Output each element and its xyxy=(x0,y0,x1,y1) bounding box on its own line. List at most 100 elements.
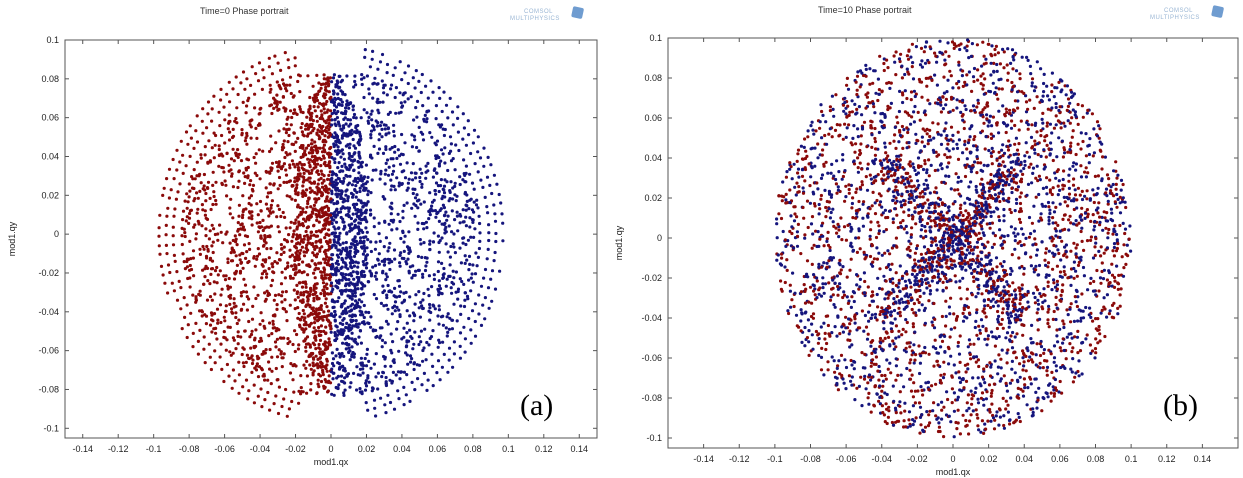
point-red xyxy=(204,227,208,231)
point-blue xyxy=(428,208,432,212)
point-blue xyxy=(393,286,397,290)
point-red xyxy=(235,243,239,247)
point-red xyxy=(257,252,262,256)
point-blue xyxy=(486,155,490,159)
point-blue xyxy=(405,201,409,205)
point-blue xyxy=(453,181,457,185)
point-red xyxy=(293,111,297,115)
point-red xyxy=(263,398,267,402)
point-red xyxy=(313,109,317,113)
point-red xyxy=(288,83,292,87)
point-red xyxy=(302,171,306,175)
point-blue xyxy=(381,151,386,155)
point-blue xyxy=(1007,325,1011,329)
point-blue xyxy=(461,178,465,182)
point-blue xyxy=(392,407,397,411)
point-red xyxy=(821,148,825,152)
point-red xyxy=(184,219,188,223)
point-red xyxy=(318,146,322,150)
point-blue xyxy=(425,388,429,392)
point-blue xyxy=(360,184,364,188)
point-red xyxy=(202,172,206,177)
point-red xyxy=(307,161,311,165)
comsol-cube-icon xyxy=(571,6,584,19)
point-red xyxy=(312,245,316,249)
point-red xyxy=(161,193,165,197)
point-blue xyxy=(361,371,365,375)
point-blue xyxy=(444,210,448,214)
point-blue xyxy=(336,110,340,114)
point-blue xyxy=(398,91,402,95)
point-blue xyxy=(810,333,814,337)
point-red xyxy=(222,170,226,174)
point-blue xyxy=(372,398,377,402)
point-red xyxy=(282,82,286,86)
point-blue xyxy=(1045,84,1049,88)
point-blue xyxy=(442,188,446,192)
point-red xyxy=(259,106,263,110)
point-red xyxy=(319,306,323,310)
point-red xyxy=(255,202,259,206)
point-blue xyxy=(468,216,472,220)
point-red xyxy=(174,197,178,201)
point-red xyxy=(228,350,232,354)
point-red xyxy=(232,297,236,301)
point-blue xyxy=(349,261,353,265)
point-blue xyxy=(389,205,393,210)
point-red xyxy=(824,347,828,352)
x-tick-label: 0.08 xyxy=(1087,454,1105,464)
point-blue xyxy=(360,176,364,180)
point-red xyxy=(269,284,273,288)
point-blue xyxy=(345,373,349,377)
point-blue xyxy=(339,127,343,131)
point-blue xyxy=(473,319,477,324)
point-blue xyxy=(352,85,356,89)
point-blue xyxy=(404,260,408,264)
point-blue xyxy=(792,219,797,223)
point-red xyxy=(187,221,191,225)
point-blue xyxy=(386,249,390,253)
point-blue xyxy=(801,186,805,190)
point-blue xyxy=(478,221,482,226)
point-blue xyxy=(415,115,419,119)
point-red xyxy=(976,101,981,105)
point-red xyxy=(228,130,232,134)
point-red xyxy=(301,260,305,264)
point-blue xyxy=(349,381,353,385)
point-red xyxy=(233,379,237,383)
point-blue xyxy=(437,162,441,166)
point-blue xyxy=(493,250,497,255)
point-red xyxy=(283,109,287,113)
point-red xyxy=(279,243,283,247)
point-blue xyxy=(332,239,336,244)
point-blue xyxy=(364,254,368,258)
point-blue xyxy=(364,266,369,270)
point-red xyxy=(189,257,193,261)
point-red xyxy=(947,161,951,165)
point-blue xyxy=(346,199,350,203)
point-red xyxy=(314,290,318,295)
point-red xyxy=(305,215,310,219)
point-blue xyxy=(821,276,825,280)
point-red xyxy=(227,374,231,378)
point-blue xyxy=(1075,335,1080,339)
point-red xyxy=(198,252,202,256)
point-blue xyxy=(873,111,877,115)
point-blue xyxy=(402,335,406,339)
point-blue xyxy=(362,244,366,248)
point-blue xyxy=(364,202,368,207)
point-blue xyxy=(359,341,363,345)
point-red xyxy=(179,286,183,290)
point-red xyxy=(216,273,220,277)
point-red xyxy=(321,227,325,231)
point-blue xyxy=(458,344,462,348)
point-blue xyxy=(335,116,339,120)
point-red xyxy=(308,95,312,100)
point-blue xyxy=(855,283,859,287)
point-blue xyxy=(1002,214,1006,218)
point-red xyxy=(288,255,292,259)
point-red xyxy=(241,361,245,365)
point-red xyxy=(298,317,302,321)
point-blue xyxy=(463,350,467,354)
point-red xyxy=(314,347,318,351)
